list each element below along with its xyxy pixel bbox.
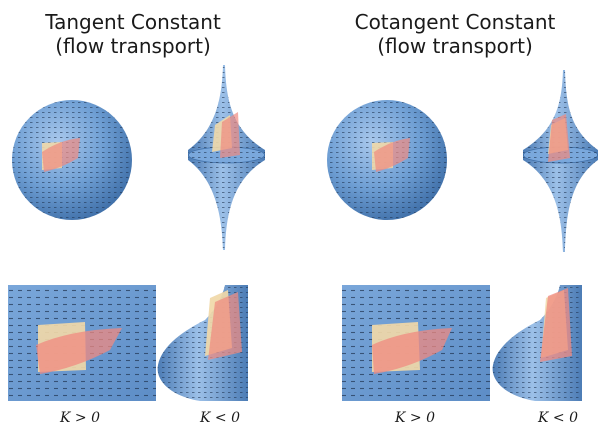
- pseudosphere-zoom-right: [492, 285, 582, 401]
- panel-title-line1: Cotangent Constant: [354, 10, 556, 34]
- label-positive-curvature: K > 0: [395, 410, 435, 426]
- label-negative-curvature: K < 0: [200, 410, 240, 426]
- panel-title-line1: Tangent Constant: [45, 10, 221, 34]
- sphere-zoom-left: [8, 285, 156, 401]
- sphere-zoom-right: [342, 285, 490, 401]
- label-positive-curvature: K > 0: [60, 410, 100, 426]
- panel-title-line2: (flow transport): [55, 34, 211, 58]
- pseudosphere-zoom-left: [157, 285, 248, 401]
- panel-title-line2: (flow transport): [377, 34, 533, 58]
- panel-title-tangent: Tangent Constant (flow transport): [8, 10, 258, 58]
- pseudosphere-surface-left: [188, 65, 265, 250]
- pseudosphere-surface-right: [523, 70, 598, 252]
- label-negative-curvature: K < 0: [538, 410, 578, 426]
- sphere-surface-right: [327, 100, 447, 220]
- sphere-surface-left: [12, 100, 132, 220]
- panel-title-cotangent: Cotangent Constant (flow transport): [330, 10, 580, 58]
